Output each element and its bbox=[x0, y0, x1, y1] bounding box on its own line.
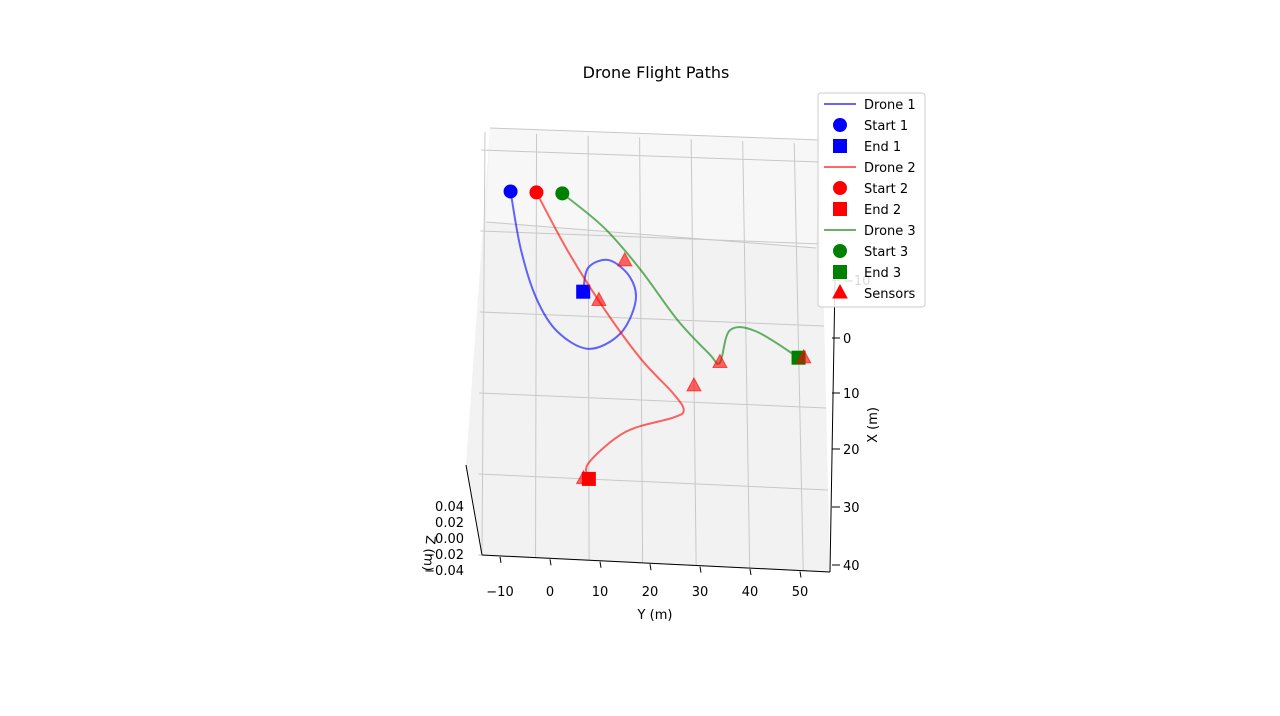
y-tick-label: 40 bbox=[742, 585, 759, 600]
y-tick-label: −10 bbox=[486, 585, 513, 600]
legend-label-end-3: End 3 bbox=[864, 266, 901, 281]
legend-label-drone-3: Drone 3 bbox=[864, 224, 916, 239]
legend-swatch-start-2 bbox=[833, 181, 847, 195]
x-tick-label: 10 bbox=[843, 387, 860, 402]
legend-swatch-end-2 bbox=[833, 202, 847, 216]
z-tick-label: 0.04 bbox=[435, 500, 464, 515]
grid-line-y bbox=[742, 141, 751, 569]
y-tick bbox=[799, 571, 802, 578]
sensors-marker bbox=[591, 291, 607, 306]
x-tick-label: 20 bbox=[843, 443, 860, 458]
legend-label-sensors: Sensors bbox=[864, 287, 916, 302]
y-tick bbox=[649, 564, 652, 571]
legend-label-end-1: End 1 bbox=[864, 140, 901, 155]
y-tick-label: 20 bbox=[642, 585, 659, 600]
z-tick-label: −0.04 bbox=[424, 564, 464, 579]
legend-label-end-2: End 2 bbox=[864, 203, 901, 218]
series bbox=[503, 184, 812, 486]
drone-2-line bbox=[535, 191, 685, 480]
grid-line-x bbox=[479, 311, 825, 327]
grid-line-y bbox=[639, 137, 644, 563]
legend-swatch-end-1 bbox=[833, 139, 847, 153]
y-tick bbox=[699, 566, 702, 573]
grid bbox=[477, 127, 831, 573]
legend-swatch-sensors bbox=[832, 283, 848, 299]
sensors-marker bbox=[712, 353, 728, 369]
back-wall bbox=[486, 128, 820, 248]
y-tick bbox=[549, 559, 552, 566]
sensors-marker bbox=[575, 469, 592, 485]
chart-title: Drone Flight Paths bbox=[583, 63, 730, 82]
y-tick bbox=[599, 561, 602, 568]
grid-line-x bbox=[478, 473, 829, 491]
drone-1-line bbox=[509, 191, 637, 350]
legend-label-start-1: Start 1 bbox=[864, 119, 908, 134]
axes-pane bbox=[466, 128, 830, 572]
x-axis-title: X (m) bbox=[866, 407, 881, 443]
legend-label-start-3: Start 3 bbox=[864, 245, 908, 260]
legend-swatch-end-3 bbox=[833, 265, 847, 279]
start-1-marker bbox=[503, 184, 518, 199]
grid-line-x bbox=[479, 392, 827, 409]
z-axis-title: Z (m) bbox=[419, 535, 437, 572]
y-tick-label: 50 bbox=[792, 585, 809, 600]
sensors-marker bbox=[795, 348, 812, 364]
grid-line-x bbox=[480, 230, 823, 245]
start-2-marker bbox=[529, 185, 544, 200]
x-tick-label: 30 bbox=[843, 501, 860, 516]
legend-label-drone-1: Drone 1 bbox=[864, 98, 916, 113]
grid-line-z bbox=[485, 221, 817, 249]
grid-line-z bbox=[489, 127, 821, 141]
drone-3-line bbox=[561, 192, 800, 365]
x-tick-label: 0 bbox=[843, 332, 851, 347]
start-3-marker bbox=[555, 186, 570, 201]
z-tick-label: −0.02 bbox=[424, 548, 464, 563]
legend-label-start-2: Start 2 bbox=[864, 182, 908, 197]
grid-line-y bbox=[690, 139, 697, 566]
z-tick-label: 0.02 bbox=[435, 516, 464, 531]
legend-label-drone-2: Drone 2 bbox=[864, 161, 916, 176]
sensors-marker bbox=[616, 251, 633, 267]
y-axis-line bbox=[481, 554, 831, 573]
x-tick-label: 40 bbox=[843, 559, 860, 574]
y-axis-title: Y (m) bbox=[637, 608, 673, 623]
grid-line-y bbox=[535, 133, 538, 558]
y-tick-label: 30 bbox=[692, 585, 709, 600]
legend-swatch-start-3 bbox=[833, 244, 847, 258]
sensors-marker bbox=[686, 376, 702, 392]
x-axis-line bbox=[829, 279, 836, 573]
legend-swatch-start-1 bbox=[833, 118, 847, 132]
grid-line-y bbox=[481, 131, 486, 556]
end-1-marker bbox=[576, 284, 591, 299]
z-tick-label: 0.00 bbox=[435, 532, 464, 547]
y-tick-label: 10 bbox=[592, 585, 609, 600]
y-tick-label: 0 bbox=[546, 585, 554, 600]
legend: Drone 1 Start 1 End 1 Drone 2 Start 2 End 2 Dr… bbox=[817, 92, 926, 308]
y-tick bbox=[749, 569, 752, 576]
z-axis-line bbox=[465, 464, 483, 556]
grid-line-x bbox=[480, 149, 821, 163]
y-tick bbox=[499, 556, 502, 563]
